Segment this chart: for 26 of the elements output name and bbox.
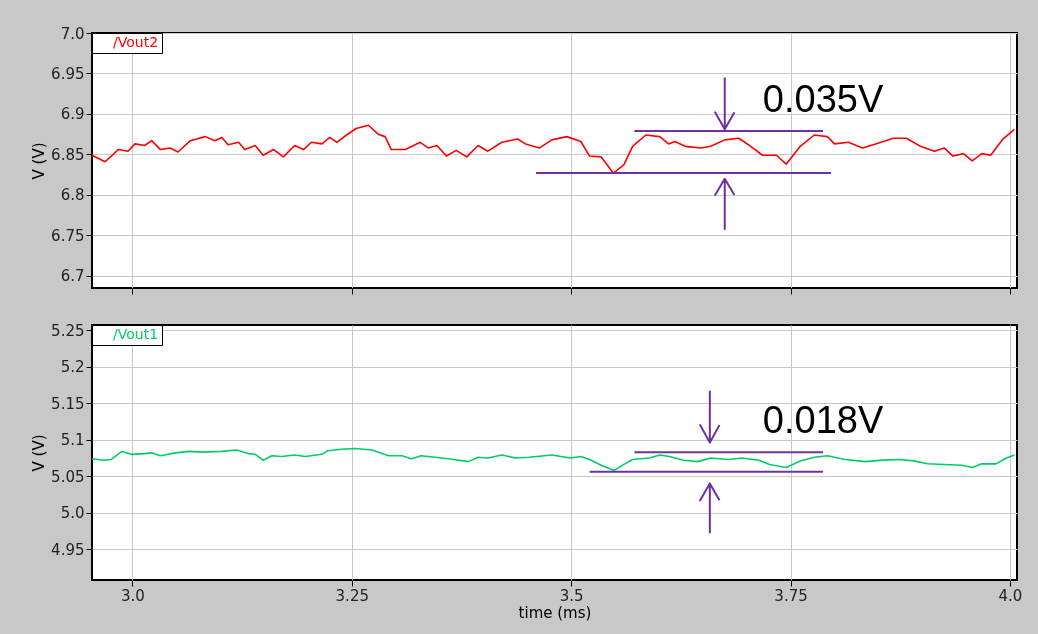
y-tick-label: 5.1: [60, 431, 85, 450]
y-tick-label: 4.95: [51, 540, 85, 559]
y-tick-label: 5.0: [60, 504, 85, 523]
text: /Vout2: [113, 34, 159, 50]
x-tick-label: 4.0: [998, 586, 1023, 605]
y-axis-title: V (V): [30, 434, 49, 472]
x-tick-label: 3.5: [559, 586, 584, 605]
annotation: 0.018V: [762, 399, 884, 442]
y-tick-label: 6.95: [51, 64, 85, 83]
y-tick-label: 5.25: [51, 321, 85, 340]
y-tick-label: 6.9: [60, 105, 85, 124]
x-tick-label: 3.0: [120, 586, 145, 605]
y-tick-label: 5.2: [60, 358, 85, 377]
y-tick-label: 6.8: [60, 186, 85, 205]
x-tick-label: 3.75: [774, 586, 808, 605]
y-tick-label: 6.85: [51, 145, 85, 164]
y-tick-label: 5.05: [51, 467, 85, 486]
annotation: 0.035V: [762, 77, 884, 120]
y-tick-label: 5.15: [51, 394, 85, 413]
y-tick-label: 7.0: [60, 24, 85, 43]
x-axis-title: time (ms): [518, 603, 592, 622]
y-axis-title: V (V): [30, 142, 49, 180]
x-tick-label: 3.25: [335, 586, 369, 605]
y-tick-label: 6.7: [60, 267, 85, 286]
y-tick-label: 6.75: [51, 226, 85, 245]
text: /Vout1: [113, 326, 159, 342]
